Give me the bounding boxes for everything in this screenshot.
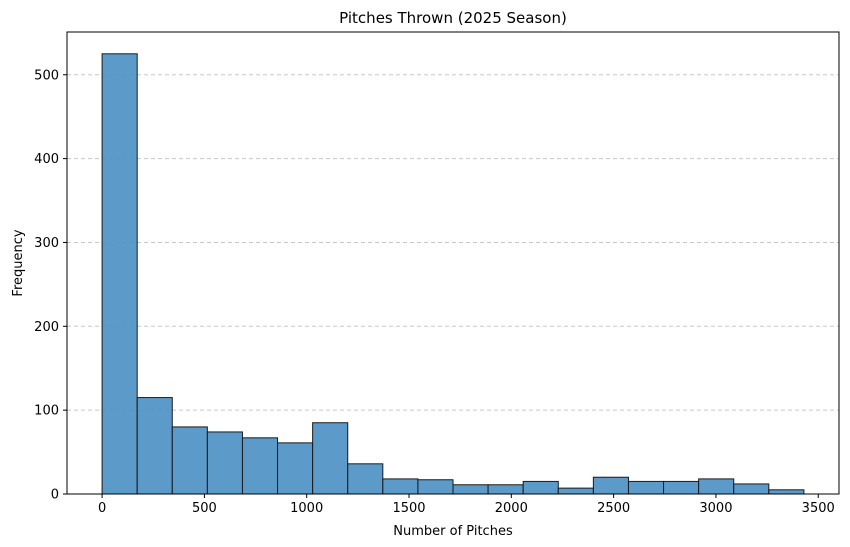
x-axis-ticks: 0 500 1000 1500 2000 2500 3000 3500 [98, 494, 835, 516]
y-axis-ticks: 0 100 200 300 400 500 [34, 68, 67, 503]
histogram-bar [241, 437, 279, 495]
histogram-bar [627, 480, 665, 495]
histogram-bar [206, 431, 243, 495]
histogram-bar [557, 487, 594, 495]
plot-frame [66, 31, 840, 495]
y-tick-label: 0 [51, 488, 59, 503]
histogram-bars [101, 53, 805, 495]
histogram-bar [171, 426, 208, 495]
histogram-bar [768, 489, 805, 495]
histogram-bar [347, 463, 384, 495]
x-tick-label: 1500 [392, 501, 425, 516]
x-tick-label: 2000 [495, 501, 528, 516]
histogram-bar [698, 478, 735, 495]
grid-lines [67, 74, 839, 411]
y-tick-label: 500 [34, 68, 59, 83]
histogram-bar [592, 476, 629, 495]
histogram-bar [487, 484, 524, 495]
y-tick-label: 400 [34, 152, 59, 167]
x-tick-label: 2500 [597, 501, 630, 516]
histogram-bar [663, 480, 700, 495]
histogram-bar [522, 480, 559, 495]
y-tick-label: 200 [34, 320, 59, 335]
y-tick-label: 300 [34, 236, 59, 251]
x-tick-label: 0 [98, 501, 106, 516]
histogram-bar [452, 484, 489, 495]
y-axis-label: Frequency [11, 229, 26, 296]
histogram-bar [136, 397, 173, 495]
x-axis-label: Number of Pitches [393, 524, 513, 539]
x-tick-label: 3500 [802, 501, 835, 516]
x-tick-label: 3000 [699, 501, 732, 516]
histogram-bar [733, 483, 770, 495]
x-tick-label: 1000 [290, 501, 323, 516]
histogram-bar [277, 442, 314, 495]
y-tick-label: 100 [34, 404, 59, 419]
x-tick-label: 500 [192, 501, 217, 516]
histogram-bar [382, 478, 419, 495]
chart-title: Pitches Thrown (2025 Season) [339, 9, 567, 27]
histogram-bar [312, 422, 349, 495]
histogram-bar [101, 53, 138, 495]
histogram-bar [417, 479, 454, 495]
